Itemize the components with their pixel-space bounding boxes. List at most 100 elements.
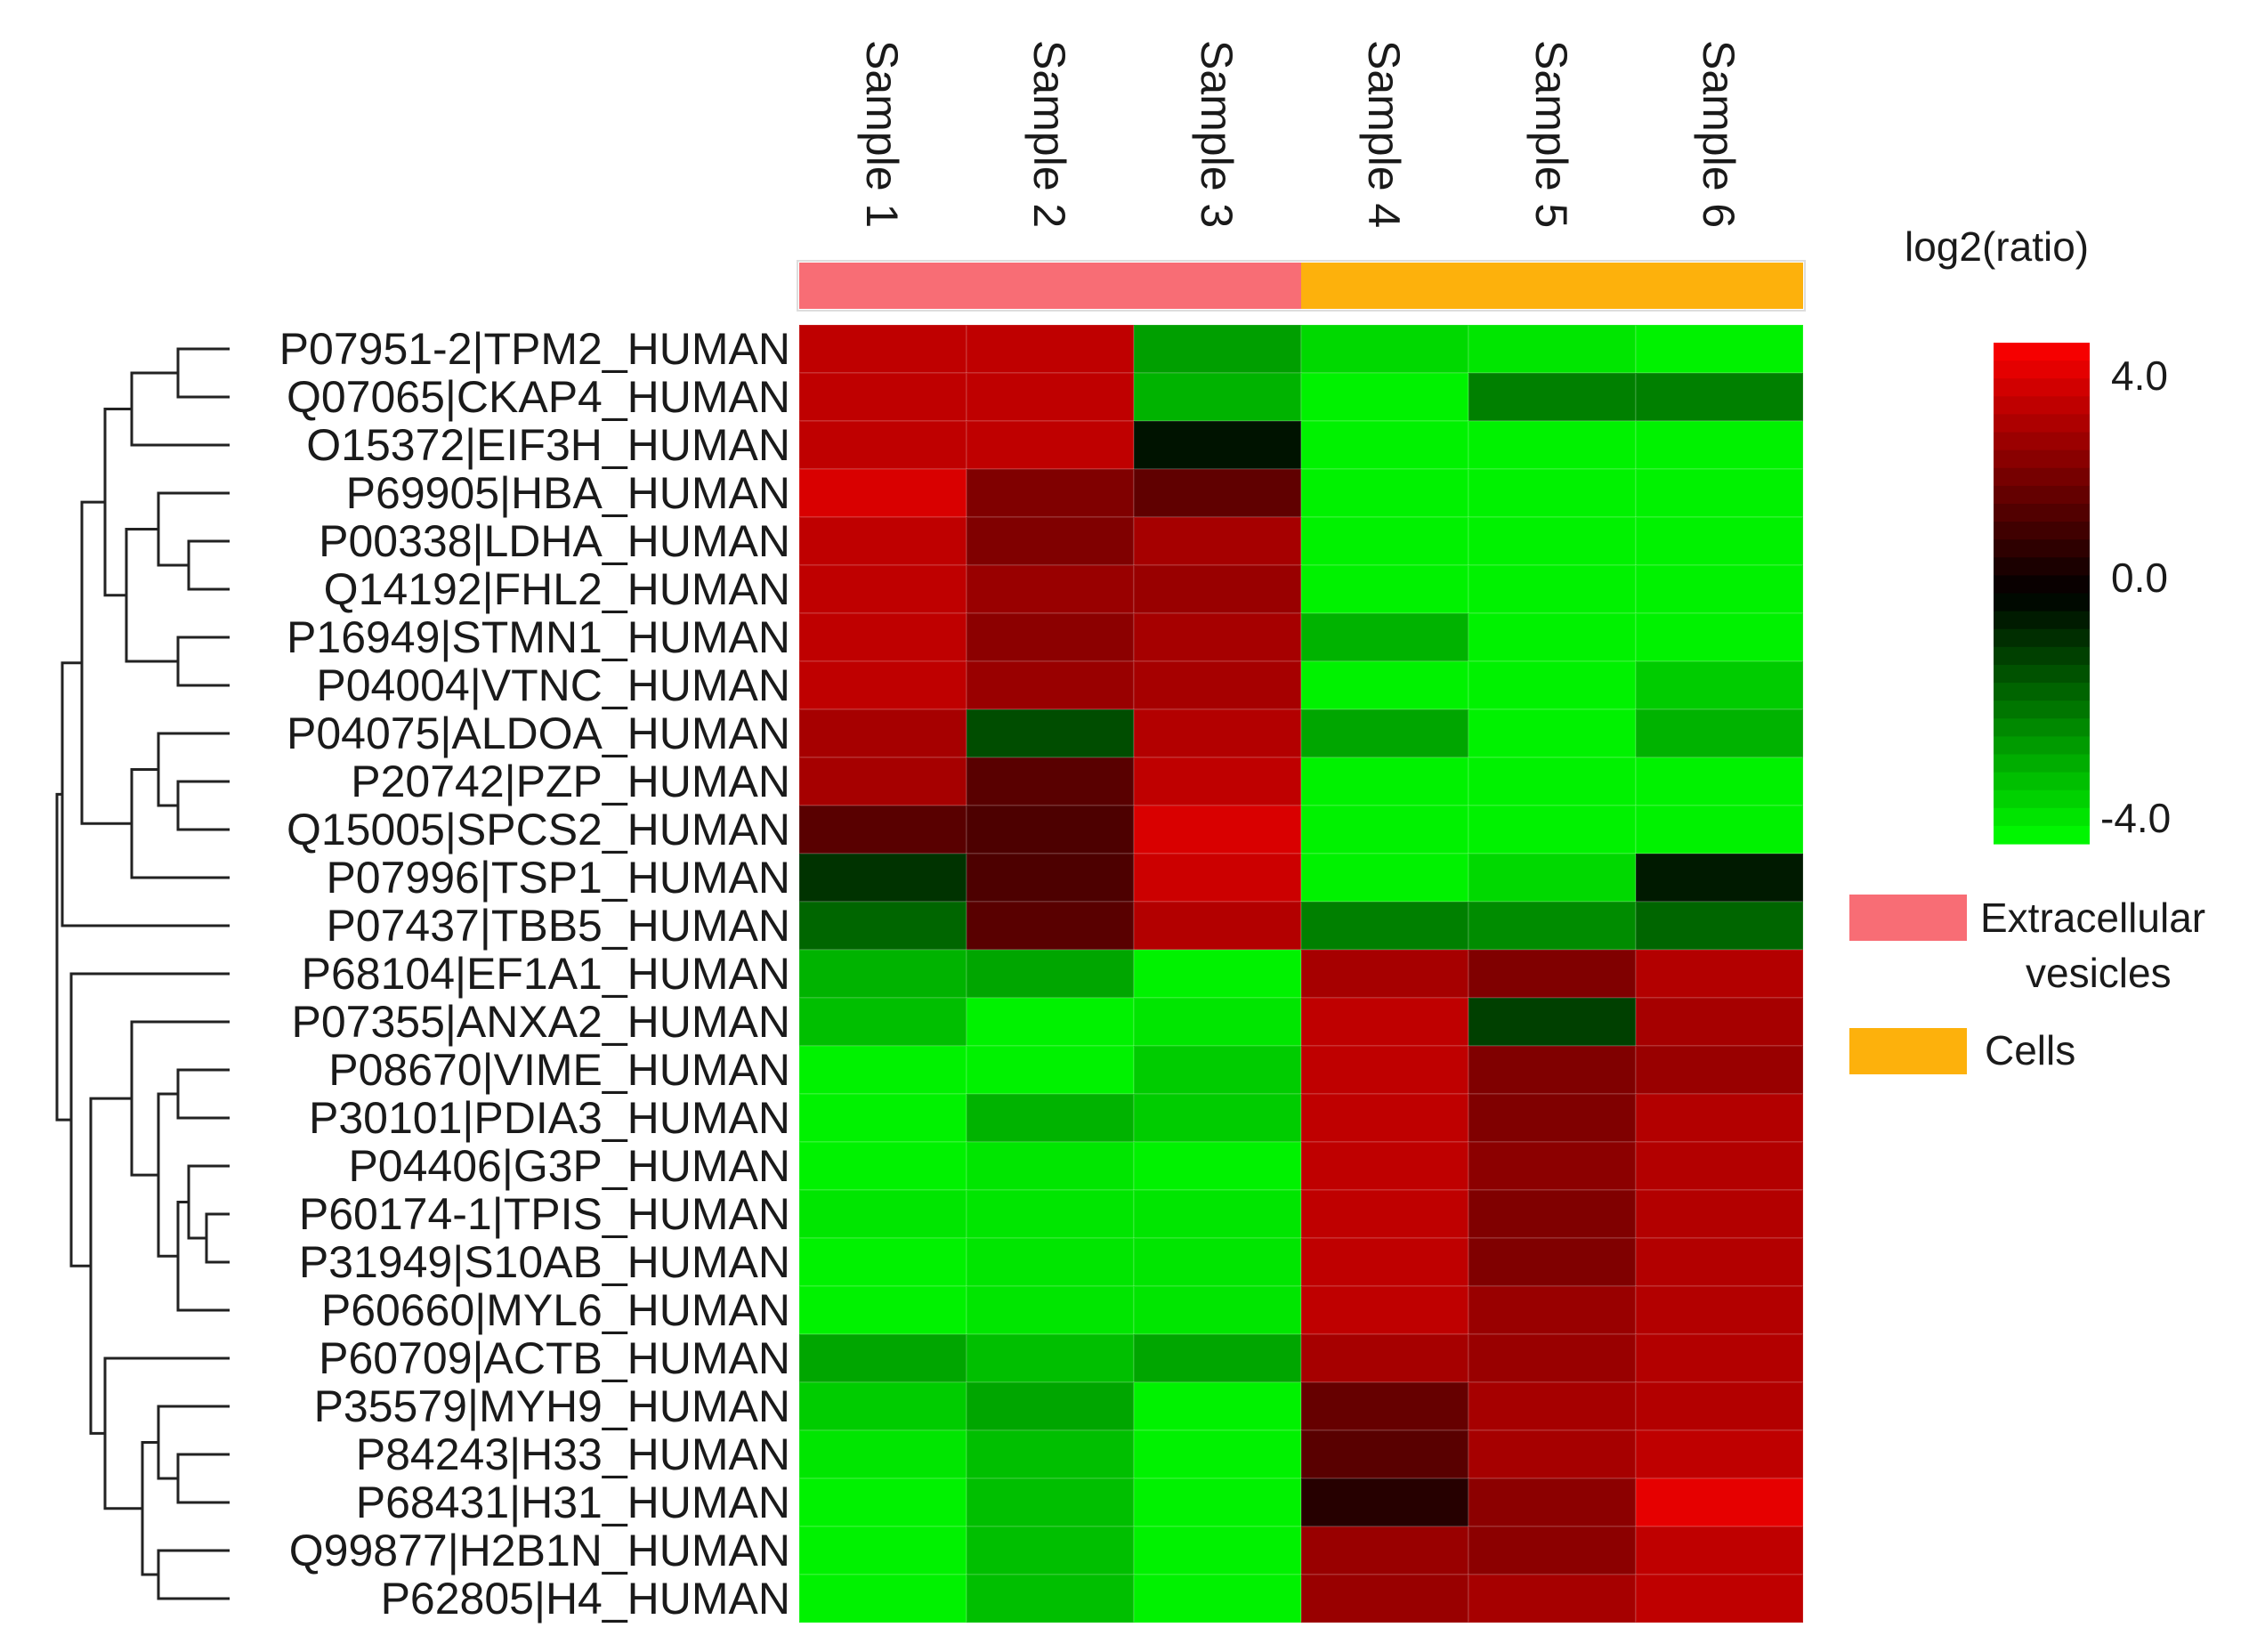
heatmap-cell [1635,853,1804,903]
heatmap-cell [1468,324,1637,374]
heatmap-cell [1133,1189,1302,1239]
heatmap-cell [1468,1333,1637,1383]
heatmap-cell [798,1574,967,1624]
heatmap-cell [966,372,1135,422]
heatmap-cell [1133,324,1302,374]
legend-tick-min: -4.0 [2100,795,2171,841]
heatmap-cell [1300,612,1469,662]
heatmap-cell [798,1381,967,1431]
group-bar-frame [797,260,1806,312]
heatmap-cell [1133,660,1302,710]
heatmap-cells [798,324,1804,1624]
color-legend: log2(ratio) 4.0 0.0 -4.0 [1905,223,2171,845]
legend-swatch [1994,718,2090,737]
heatmap-cell [1468,1381,1637,1431]
heatmap-cell [1133,372,1302,422]
legend-swatch [1994,414,2090,433]
heatmap-cell [1468,1478,1637,1527]
heatmap-cell [1300,709,1469,758]
heatmap-cell [1133,420,1302,470]
heatmap-cell [798,1478,967,1527]
heatmap-cell [1468,468,1637,518]
heatmap-cell [1635,324,1804,374]
legend-swatch [1994,807,2090,827]
heatmap-cell [1635,1045,1804,1095]
dendrogram-branch [130,371,230,447]
heatmap-cell [1635,564,1804,614]
heatmap-cell [1133,1045,1302,1095]
row-label: Q15005|SPCS2_HUMAN [287,805,790,854]
group-bar-segment [1301,263,1803,309]
heatmap-cell [1635,1093,1804,1143]
heatmap-cell [966,1333,1135,1383]
row-label: P68431|H31_HUMAN [356,1478,790,1527]
heatmap-cell [798,949,967,999]
heatmap-cell [1300,468,1469,518]
dendrogram-branch [176,1453,230,1504]
heatmap-cell [1133,1333,1302,1383]
column-label: Sample 3 [1192,40,1242,228]
heatmap-cell [1468,1141,1637,1191]
heatmap-cell [1468,1429,1637,1479]
row-dendrogram [55,347,230,1600]
heatmap-cell [798,372,967,422]
row-label: P07951-2|TPM2_HUMAN [279,324,790,374]
heatmap-cell [1635,949,1804,999]
heatmap-cell [1468,660,1637,710]
dendrogram-branch [157,1549,230,1600]
dendrogram-branch [103,1356,230,1510]
heatmap-cell [1468,853,1637,903]
row-label: Q07065|CKAP4_HUMAN [287,372,790,422]
row-label: P08670|VIME_HUMAN [328,1045,790,1095]
dendrogram-branch [130,768,230,879]
row-label: P69905|HBA_HUMAN [346,468,790,518]
heatmap-cell [1468,1574,1637,1624]
heatmap-cell [1300,564,1469,614]
heatmap-cell [1635,1237,1804,1287]
heatmap-cell [1133,1574,1302,1624]
legend-tick-mid: 0.0 [2111,555,2168,601]
heatmap-cell [1133,564,1302,614]
heatmap-cell [798,757,967,806]
heatmap-cell [966,516,1135,566]
legend-swatch [1994,628,2090,648]
row-label: Q14192|FHL2_HUMAN [324,564,790,614]
heatmap-cell [1635,1189,1804,1239]
row-label: P35579|MYH9_HUMAN [314,1381,790,1431]
dendrogram-branch [176,636,230,687]
heatmap-cell [1300,805,1469,854]
heatmap-cell [1635,660,1804,710]
heatmap-cell [1635,420,1804,470]
legend-swatch [1994,522,2090,540]
heatmap-cell [798,324,967,374]
heatmap-cell [1635,1333,1804,1383]
column-label: Sample 2 [1024,40,1074,228]
legend-color-scale [1994,343,2090,845]
heatmap-cell [798,468,967,518]
heatmap-cell [1300,1189,1469,1239]
heatmap-cell [1635,1429,1804,1479]
heatmap-cell [1468,516,1637,566]
heatmap-cell [798,660,967,710]
heatmap-cell [798,1045,967,1095]
heatmap-cell [1133,805,1302,854]
row-label: P04406|G3P_HUMAN [348,1141,790,1191]
legend-swatch [1994,575,2090,595]
heatmap-cell [798,1189,967,1239]
heatmap-cell [1300,1237,1469,1287]
heatmap-cell [1133,1237,1302,1287]
legend-swatch [1994,432,2090,451]
heatmap-cell [1133,1526,1302,1575]
heatmap-cell [1468,1285,1637,1335]
heatmap-cell [1133,516,1302,566]
heatmap-cell [1468,997,1637,1047]
heatmap-cell [1300,853,1469,903]
group-legend-label: Cells [1985,1027,2075,1073]
heatmap-cell [798,901,967,951]
dendrogram-branch [157,491,230,567]
group-legend-label: Extracellular vesicles [1980,895,2205,996]
heatmap-cell [1133,1093,1302,1143]
heatmap-cell [1468,564,1637,614]
heatmap-cell [966,612,1135,662]
